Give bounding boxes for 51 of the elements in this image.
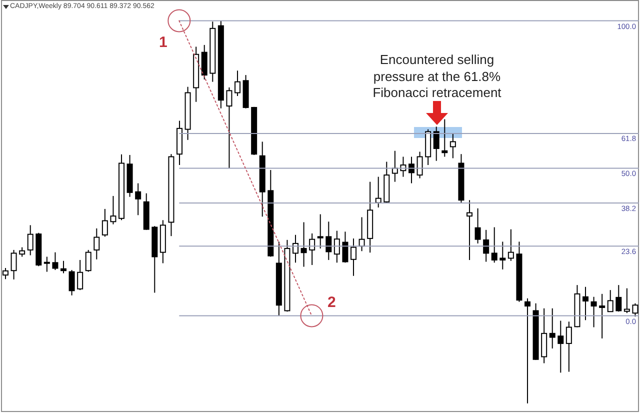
candlestick <box>624 288 630 314</box>
annotation: 2 <box>326 294 337 312</box>
candlestick <box>491 226 498 264</box>
candlestick <box>541 308 548 364</box>
candlestick <box>52 252 58 271</box>
candlestick <box>135 182 142 216</box>
candlestick <box>77 259 84 291</box>
candlestick <box>566 321 572 372</box>
candlestick <box>616 284 622 312</box>
candlestick <box>102 208 108 238</box>
candlestick <box>408 156 414 184</box>
candlestick <box>582 286 588 321</box>
candlestick <box>590 296 597 328</box>
candlestick <box>334 230 340 264</box>
candlestick <box>483 229 490 262</box>
candlestick <box>19 246 26 258</box>
candlestick <box>450 132 456 159</box>
annotation: Encountered selling pressure at the 61.8% Fibonacci retracement <box>372 52 502 102</box>
candlestick <box>201 44 208 80</box>
candlestick <box>466 200 472 260</box>
candlestick <box>44 256 50 272</box>
candlestick <box>60 260 66 274</box>
candlestick <box>309 232 316 266</box>
annotation: 1 <box>158 34 168 52</box>
candlestick <box>317 214 324 249</box>
candlestick <box>68 270 75 296</box>
candlestick <box>392 150 398 182</box>
candlestick <box>234 70 240 96</box>
candlestick <box>300 222 307 268</box>
candlestick <box>474 208 481 244</box>
candlestick <box>599 293 606 339</box>
candlestick <box>110 195 116 225</box>
candlestick <box>326 221 332 260</box>
candlestick <box>433 126 440 162</box>
candlestick <box>558 320 564 374</box>
candlestick <box>226 86 232 169</box>
candlestick <box>508 228 514 262</box>
candlestick <box>500 241 506 270</box>
candlestick <box>342 231 348 264</box>
candlestick <box>442 118 448 158</box>
candlestick <box>607 290 614 312</box>
candlestick <box>524 298 530 404</box>
candlestick <box>10 249 17 280</box>
candlestick <box>27 224 34 256</box>
candlestick <box>416 151 423 179</box>
candlestick <box>2 267 8 280</box>
candlestick <box>549 308 556 349</box>
candlestick <box>94 228 100 260</box>
candlestick <box>85 249 92 272</box>
candlestick <box>350 238 356 276</box>
candlestick <box>292 234 298 264</box>
